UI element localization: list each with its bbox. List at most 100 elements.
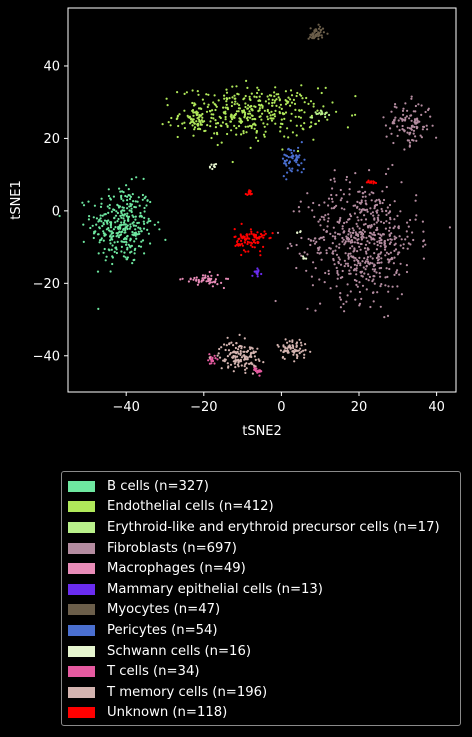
data-point [312,102,315,105]
data-point [278,106,281,109]
data-point [338,218,341,221]
data-point [197,281,200,284]
data-point [353,263,356,266]
data-point [361,235,364,238]
data-point [379,245,382,248]
data-point [426,128,429,131]
data-point [226,124,229,127]
data-point [208,270,211,274]
data-point [373,204,376,207]
data-point [379,285,382,288]
data-point [97,307,100,310]
data-point [328,113,331,117]
data-point [241,111,244,114]
data-point [340,207,343,210]
data-point [300,254,303,257]
data-point [240,239,243,242]
data-point [278,99,281,102]
data-point [332,250,335,253]
data-point [110,248,113,251]
data-point [311,37,314,40]
data-point [214,357,217,360]
data-point [296,169,299,172]
data-point [408,127,411,130]
data-point [242,235,245,238]
data-point [119,190,122,193]
data-point [262,245,265,248]
data-point [400,238,403,241]
data-point [300,171,303,174]
data-point [136,221,139,225]
data-point [245,131,248,134]
series-3 [274,95,451,319]
data-point [132,221,135,224]
legend-label: T memory cells (n=196) [107,684,268,700]
data-point [413,125,416,129]
data-point [337,273,340,276]
data-point [120,195,123,199]
data-point [323,218,326,221]
data-point [238,344,241,348]
data-point [377,232,380,235]
legend-label: B cells (n=327) [107,478,209,494]
data-point [99,214,102,217]
data-point [393,243,396,246]
data-point [211,167,214,171]
data-point [179,278,182,281]
data-point [147,232,150,235]
data-point [420,113,423,116]
data-point [307,206,310,209]
data-point [201,274,205,277]
data-point [301,97,304,100]
data-point [244,238,247,242]
data-point [307,102,310,105]
data-point [126,199,129,202]
data-point [135,176,138,179]
data-point [349,231,352,234]
data-point [138,204,141,207]
data-point [249,193,252,196]
data-point [106,205,109,208]
data-point [298,210,301,213]
data-point [205,110,209,113]
data-point [211,281,214,284]
data-point [393,238,396,241]
data-point [383,316,386,319]
data-point [277,345,280,348]
data-point [208,356,211,359]
data-point [201,277,204,280]
data-point [123,213,127,216]
data-point [137,226,140,229]
data-point [258,99,261,102]
data-point [427,108,430,112]
data-point [402,118,405,121]
data-point [242,109,246,112]
data-point [189,118,193,121]
data-point [274,109,277,112]
data-point [195,279,198,282]
data-point [368,241,371,244]
data-point [257,139,260,142]
data-point [253,105,256,108]
data-point [395,271,398,275]
data-point [206,105,209,109]
data-point [392,119,396,122]
data-point [393,273,396,276]
data-point [373,282,376,285]
data-point [360,233,363,236]
data-point [366,210,369,213]
data-point [119,226,122,229]
data-point [105,228,108,231]
data-point [396,214,399,217]
data-point [297,206,300,209]
data-point [381,201,384,205]
series-5 [251,267,263,278]
data-point [234,235,237,238]
data-point [120,216,123,219]
data-point [139,245,143,248]
data-point [176,91,179,94]
data-point [212,117,215,120]
data-point [375,228,378,232]
data-point [248,346,251,349]
data-point [253,246,256,249]
